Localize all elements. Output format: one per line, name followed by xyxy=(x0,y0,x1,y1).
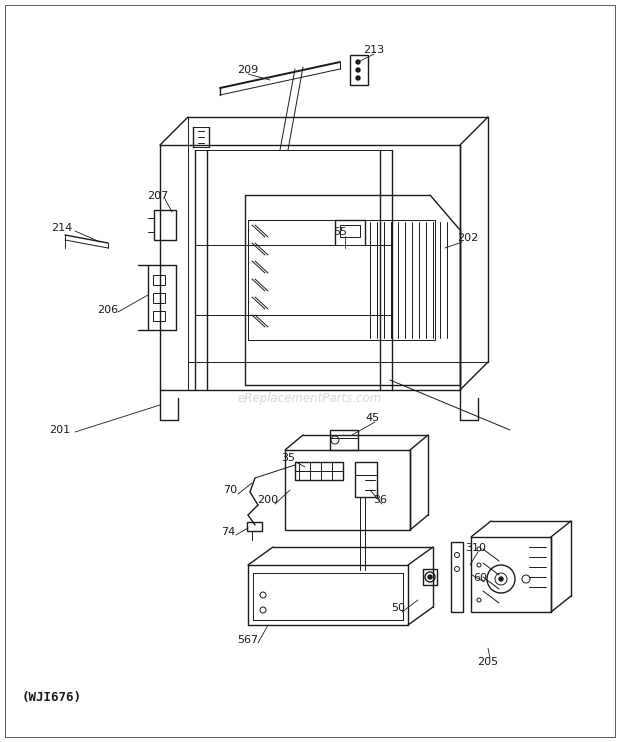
Bar xyxy=(340,225,360,237)
Text: 74: 74 xyxy=(221,527,235,537)
Bar xyxy=(330,430,358,450)
Bar xyxy=(350,55,368,85)
Bar xyxy=(471,537,551,612)
Text: eReplacementParts.com: eReplacementParts.com xyxy=(238,392,382,404)
Circle shape xyxy=(428,575,432,579)
Text: 36: 36 xyxy=(373,495,387,505)
Bar xyxy=(295,462,343,480)
Circle shape xyxy=(499,577,503,581)
Bar xyxy=(154,210,176,240)
Text: (WJI676): (WJI676) xyxy=(22,692,82,704)
Bar xyxy=(247,522,262,531)
Circle shape xyxy=(356,60,360,64)
Bar xyxy=(153,311,165,321)
Text: 205: 205 xyxy=(477,657,498,667)
Text: 70: 70 xyxy=(223,485,237,495)
Bar xyxy=(355,462,377,497)
Bar xyxy=(285,450,410,530)
Bar xyxy=(148,265,176,330)
Bar xyxy=(153,275,165,285)
Bar xyxy=(153,293,165,303)
Text: 50: 50 xyxy=(391,603,405,613)
Text: 206: 206 xyxy=(97,305,118,315)
Text: 207: 207 xyxy=(148,191,169,201)
Text: 310: 310 xyxy=(466,543,487,553)
Bar xyxy=(451,542,463,612)
Text: 35: 35 xyxy=(281,453,295,463)
Text: 214: 214 xyxy=(51,223,73,233)
Text: 567: 567 xyxy=(237,635,259,645)
Text: 55: 55 xyxy=(333,227,347,237)
Text: 60: 60 xyxy=(473,573,487,583)
Bar xyxy=(423,569,437,585)
Text: 200: 200 xyxy=(257,495,278,505)
Circle shape xyxy=(356,76,360,80)
Text: 202: 202 xyxy=(458,233,479,243)
Text: 213: 213 xyxy=(363,45,384,55)
Text: 201: 201 xyxy=(50,425,71,435)
Text: 209: 209 xyxy=(237,65,259,75)
Circle shape xyxy=(356,68,360,72)
Text: 45: 45 xyxy=(365,413,379,423)
